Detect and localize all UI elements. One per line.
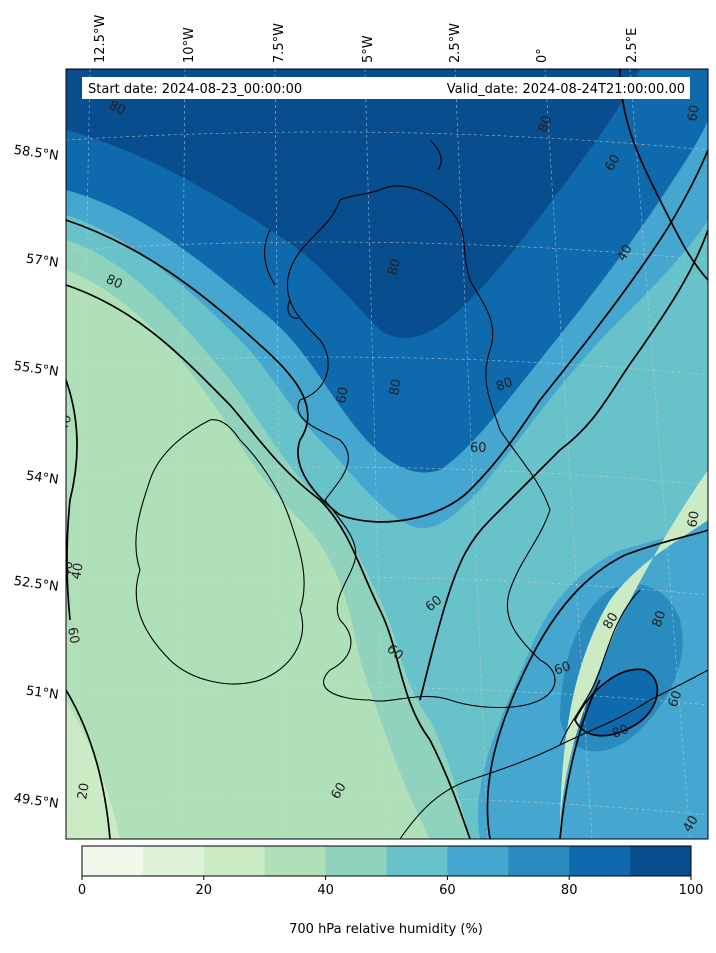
contour-label: 60 (64, 626, 82, 645)
coast-hebrides (264, 229, 299, 319)
contour-60-east (619, 69, 708, 281)
contour-label: 60 (602, 152, 623, 174)
contour-40-se (559, 679, 601, 839)
colorbar-tick-label: 100 (679, 883, 704, 898)
contour-label: 40 (614, 242, 635, 264)
lon-label: 2.5°E (625, 28, 640, 63)
start-date-text: Start date: 2024-08-23_00:00:00 (88, 82, 302, 97)
contour-label: 80 (387, 378, 405, 397)
colorbar-tick-label: 60 (439, 883, 456, 898)
colorbar-segment (447, 846, 509, 876)
contour-label: 60 (685, 510, 703, 529)
contour-label: 60 (470, 441, 487, 456)
longitude-labels: 12.5°W 10°W 7.5°W 5°W 2.5°W 0° 2.5°E (93, 15, 640, 63)
colorbar-segment (142, 846, 205, 876)
contour-label: 80 (610, 722, 631, 742)
contour-label: 80 (385, 257, 404, 277)
colorbar-segment (386, 846, 448, 876)
colorbar-segment (264, 846, 327, 876)
contour-60-se (486, 529, 708, 839)
colorbar-segment (325, 846, 387, 876)
colorbar-segment (508, 846, 570, 876)
lat-label: 52.5°N (13, 574, 60, 595)
contour-label: 40 (69, 562, 87, 581)
colorbar-tick-label: 20 (196, 883, 213, 898)
contour-label: 80 (650, 609, 670, 630)
contours (66, 69, 708, 839)
contour-label: 80 (494, 375, 515, 395)
colorbar-tick-label: 80 (561, 883, 578, 898)
colorbar-segment (203, 846, 266, 876)
lon-label: 12.5°W (93, 15, 108, 63)
contour-label: 40 (680, 813, 701, 835)
graticule (66, 69, 708, 839)
colorbar-tick-label: 0 (78, 883, 86, 898)
map-panel: 80 80 80 60 40 80 60 80 60 60 40 60 40 6… (56, 69, 708, 839)
coastlines (135, 139, 708, 839)
coast-great-britain (286, 185, 556, 709)
contour-label: 60 (666, 689, 686, 710)
lon-label: 0° (535, 48, 550, 63)
colorbar-segment (569, 846, 631, 876)
lat-label: 58.5°N (13, 143, 60, 164)
contour-label: 80 (106, 98, 127, 119)
coast-orkney (429, 139, 442, 171)
coast-low-countries (559, 589, 641, 746)
rh-band-90-100 (66, 69, 640, 339)
lat-label: 49.5°N (13, 791, 60, 812)
map-frame (65, 68, 709, 840)
contour-20-sw (66, 689, 111, 839)
lon-label: 7.5°W (272, 23, 287, 63)
colorbar-frame (81, 845, 692, 877)
colorbar: 0 20 40 60 80 100 (78, 845, 704, 898)
lat-label: 55.5°N (13, 359, 60, 380)
lat-label: 57°N (25, 252, 60, 271)
contour-label: 60 (685, 104, 703, 123)
contour-label: 80 (600, 610, 621, 632)
colorbar-segment (630, 846, 692, 876)
colorbar-segment (82, 846, 144, 876)
contour-label: 60 (552, 659, 573, 679)
contour-label: 80 (536, 114, 556, 135)
contour-40-east (419, 229, 708, 701)
lon-label: 10°W (182, 27, 197, 63)
contour-labels: 80 80 80 60 40 80 60 80 60 60 40 60 40 6… (56, 98, 703, 835)
colorbar-title: 700 hPa relative humidity (%) (289, 922, 483, 937)
contour-40-west (66, 379, 78, 621)
rh-band-30-40 (560, 470, 708, 839)
contour-80-north (66, 149, 708, 523)
lat-label: 54°N (25, 469, 60, 488)
colorbar-tick-label: 40 (317, 883, 334, 898)
contour-60-north (66, 284, 471, 839)
latitude-labels: 58.5°N 57°N 55.5°N 54°N 52.5°N 51°N 49.5… (13, 143, 60, 812)
valid-date-text: Valid_date: 2024-08-24T21:00:00.00 (447, 82, 685, 97)
contour-label: 60 (334, 386, 352, 405)
rh-blob-se-80 (575, 669, 658, 736)
coast-ireland (135, 419, 305, 685)
contour-80-se (574, 668, 659, 737)
contour-label: 60 (328, 780, 349, 802)
contour-label: 40 (59, 560, 77, 579)
lon-label: 5°W (361, 35, 376, 63)
lon-label: 2.5°W (448, 23, 463, 63)
lat-label: 51°N (25, 684, 60, 703)
contour-label: 40 (56, 413, 76, 434)
contour-label: 20 (75, 782, 93, 801)
contour-label: 80 (103, 272, 124, 293)
date-header-box (82, 77, 690, 99)
